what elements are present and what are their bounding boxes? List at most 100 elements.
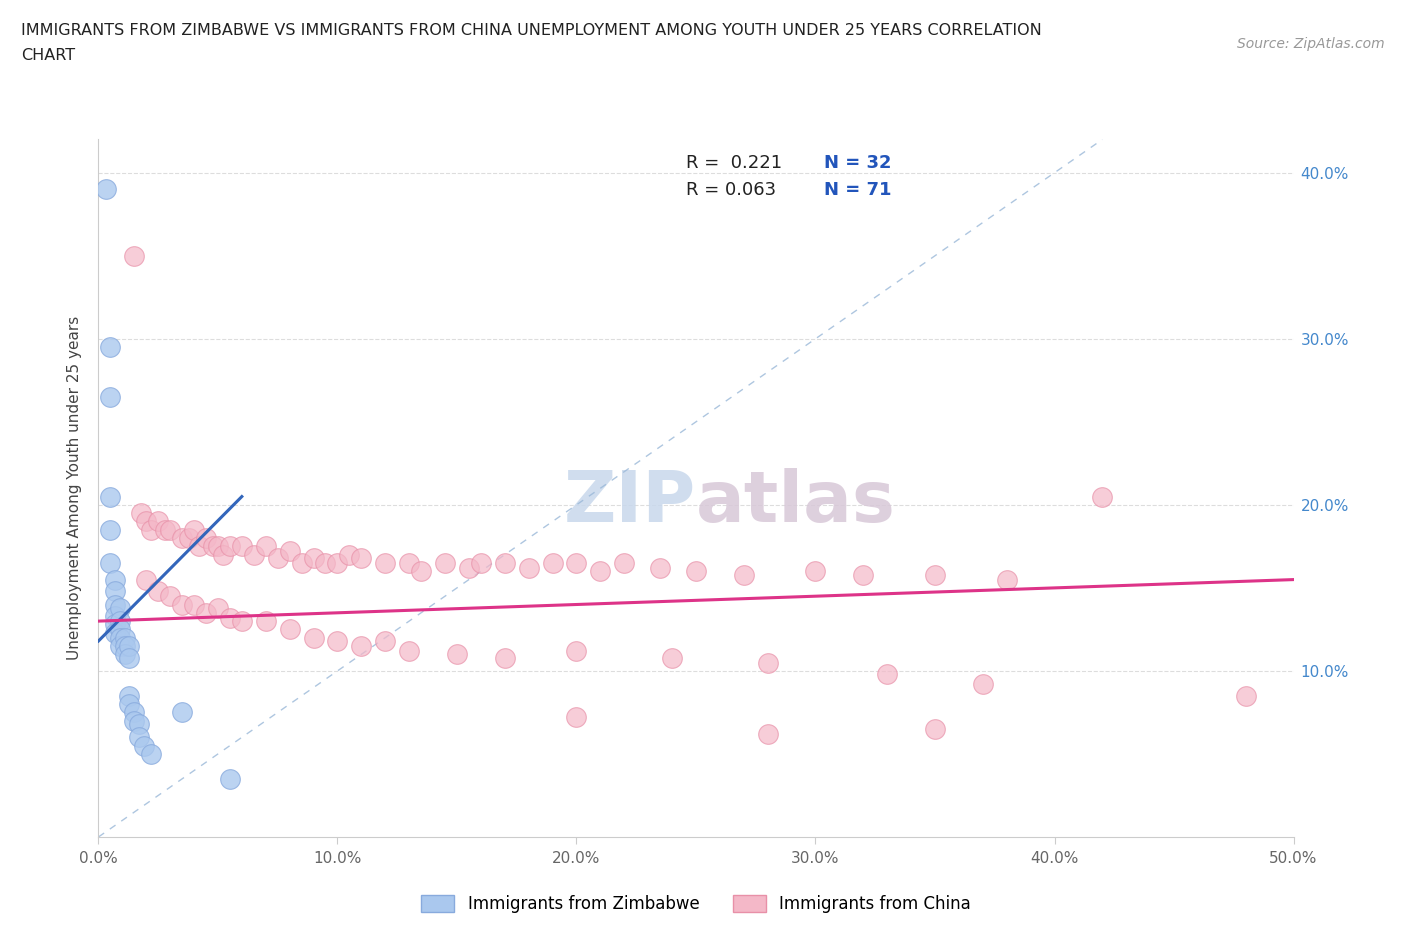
Point <box>155 523 177 538</box>
Point <box>541 555 564 570</box>
Point <box>648 561 672 576</box>
Point <box>118 639 141 654</box>
Point <box>148 584 170 599</box>
Point <box>114 631 136 645</box>
Text: N = 71: N = 71 <box>824 180 891 199</box>
Point <box>733 567 755 582</box>
Point <box>135 514 157 529</box>
Text: R =  0.221: R = 0.221 <box>686 154 783 172</box>
Point <box>458 561 481 576</box>
Point <box>104 584 127 599</box>
Point <box>104 617 127 631</box>
Point <box>148 514 170 529</box>
Point <box>207 601 229 616</box>
Point <box>326 633 349 648</box>
Point <box>139 747 162 762</box>
Point <box>159 589 181 604</box>
Point <box>446 647 468 662</box>
Point <box>98 489 122 504</box>
Point <box>124 705 146 720</box>
Point <box>124 248 146 263</box>
Point <box>398 555 420 570</box>
Point <box>589 564 612 578</box>
Point <box>211 547 233 562</box>
Point <box>108 614 131 629</box>
Point <box>98 555 122 570</box>
Point <box>219 772 242 787</box>
Point <box>517 561 540 576</box>
Point <box>108 639 131 654</box>
Point <box>118 697 141 711</box>
Point <box>108 601 131 616</box>
Point <box>179 531 201 546</box>
Point <box>374 555 396 570</box>
Point <box>302 631 325 645</box>
Point <box>613 555 636 570</box>
Point <box>291 555 314 570</box>
Point <box>267 551 290 565</box>
Text: IMMIGRANTS FROM ZIMBABWE VS IMMIGRANTS FROM CHINA UNEMPLOYMENT AMONG YOUTH UNDER: IMMIGRANTS FROM ZIMBABWE VS IMMIGRANTS F… <box>21 23 1042 38</box>
Point <box>172 705 194 720</box>
Point <box>135 572 157 587</box>
Point <box>315 555 337 570</box>
Point <box>187 539 209 554</box>
Point <box>254 539 277 554</box>
Point <box>995 572 1018 587</box>
Text: ZIP: ZIP <box>564 468 696 537</box>
Point <box>98 523 122 538</box>
Point <box>350 551 373 565</box>
Point <box>128 730 150 745</box>
Point <box>132 738 155 753</box>
Point <box>128 717 150 732</box>
Point <box>972 677 994 692</box>
Point <box>924 722 946 737</box>
Point <box>104 625 127 640</box>
Point <box>350 639 373 654</box>
Point <box>339 547 360 562</box>
Point <box>756 656 779 671</box>
Point <box>108 622 131 637</box>
Text: R = 0.063: R = 0.063 <box>686 180 776 199</box>
Point <box>183 597 205 612</box>
Point <box>374 633 396 648</box>
Point <box>1234 688 1257 703</box>
Point <box>243 547 266 562</box>
Point <box>411 564 433 578</box>
Text: CHART: CHART <box>21 48 75 63</box>
Point <box>159 523 181 538</box>
Point <box>118 688 141 703</box>
Point <box>565 710 588 724</box>
Point <box>1091 489 1114 504</box>
Point <box>114 647 136 662</box>
Point <box>231 539 253 554</box>
Point <box>124 713 146 728</box>
Point <box>278 622 301 637</box>
Point <box>139 523 162 538</box>
Point <box>685 564 707 578</box>
Legend: Immigrants from Zimbabwe, Immigrants from China: Immigrants from Zimbabwe, Immigrants fro… <box>415 888 977 920</box>
Point <box>804 564 827 578</box>
Y-axis label: Unemployment Among Youth under 25 years: Unemployment Among Youth under 25 years <box>67 316 83 660</box>
Point <box>219 539 242 554</box>
Point <box>114 639 136 654</box>
Point <box>852 567 875 582</box>
Text: atlas: atlas <box>696 468 896 537</box>
Point <box>207 539 229 554</box>
Point <box>231 614 253 629</box>
Text: Source: ZipAtlas.com: Source: ZipAtlas.com <box>1237 37 1385 51</box>
Point <box>470 555 492 570</box>
Point <box>131 506 153 521</box>
Point <box>433 555 456 570</box>
Point <box>194 531 218 546</box>
Point <box>326 555 349 570</box>
Point <box>302 551 325 565</box>
Point <box>104 572 127 587</box>
Point <box>194 605 218 620</box>
Point <box>94 182 117 197</box>
Point <box>183 523 205 538</box>
Point <box>661 650 683 665</box>
Point <box>118 650 141 665</box>
Point <box>278 544 301 559</box>
Point <box>756 726 779 741</box>
Point <box>202 539 225 554</box>
